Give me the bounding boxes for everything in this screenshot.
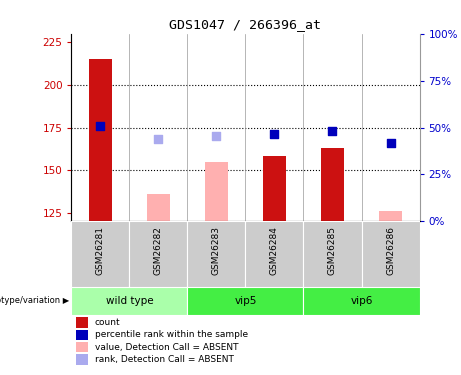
Text: GSM26284: GSM26284 <box>270 226 279 275</box>
Text: GSM26286: GSM26286 <box>386 226 395 275</box>
Text: GSM26285: GSM26285 <box>328 226 337 275</box>
Bar <box>188 287 303 315</box>
Bar <box>379 211 402 221</box>
Bar <box>76 317 88 328</box>
Text: wild type: wild type <box>106 296 153 306</box>
Title: GDS1047 / 266396_at: GDS1047 / 266396_at <box>170 18 321 31</box>
Text: value, Detection Call = ABSENT: value, Detection Call = ABSENT <box>95 343 238 352</box>
Text: GSM26283: GSM26283 <box>212 226 221 275</box>
Bar <box>303 287 420 315</box>
Text: genotype/variation ▶: genotype/variation ▶ <box>0 296 69 305</box>
Text: count: count <box>95 318 120 327</box>
Point <box>97 123 104 129</box>
Bar <box>263 156 286 221</box>
Point <box>387 140 394 146</box>
Bar <box>245 221 303 287</box>
Point <box>155 136 162 142</box>
Bar <box>130 221 188 287</box>
Bar <box>89 59 112 221</box>
Bar <box>71 287 188 315</box>
Bar <box>188 221 245 287</box>
Bar <box>303 221 361 287</box>
Point <box>329 128 336 134</box>
Bar <box>76 342 88 352</box>
Text: vip5: vip5 <box>234 296 257 306</box>
Point <box>271 131 278 137</box>
Point <box>213 133 220 139</box>
Bar <box>147 194 170 221</box>
Bar <box>321 148 344 221</box>
Bar <box>361 221 420 287</box>
Text: GSM26282: GSM26282 <box>154 226 163 275</box>
Bar <box>76 354 88 364</box>
Bar <box>71 221 130 287</box>
Text: rank, Detection Call = ABSENT: rank, Detection Call = ABSENT <box>95 355 233 364</box>
Text: GSM26281: GSM26281 <box>96 226 105 275</box>
Text: percentile rank within the sample: percentile rank within the sample <box>95 330 248 339</box>
Bar <box>205 162 228 221</box>
Bar <box>76 330 88 340</box>
Text: vip6: vip6 <box>350 296 372 306</box>
